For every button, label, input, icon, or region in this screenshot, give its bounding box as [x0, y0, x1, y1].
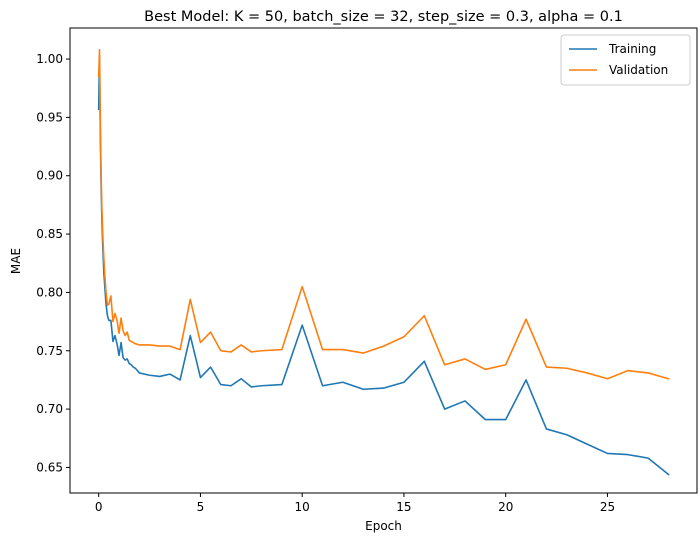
x-axis: 0 5 10 15 20 25 [95, 493, 615, 514]
y-tick-label: 0.95 [36, 110, 63, 124]
x-axis-label: Epoch [365, 519, 402, 533]
series-line-training [97, 54, 670, 476]
legend: Training Validation [560, 34, 691, 86]
plot-area [69, 27, 698, 494]
x-tick-label: 15 [396, 500, 411, 514]
legend-box [560, 34, 691, 86]
x-tick-label: 5 [197, 500, 205, 514]
y-tick-label: 0.85 [36, 227, 63, 241]
y-tick-label: 0.75 [36, 344, 63, 358]
y-tick-label: 1.00 [36, 52, 63, 66]
x-tick-label: 10 [295, 500, 310, 514]
y-axis: 0.65 0.70 0.75 0.80 0.85 0.90 0.95 1.00 [36, 52, 70, 474]
series-layer [97, 48, 670, 476]
y-tick-label: 0.65 [36, 460, 63, 474]
chart-title: Best Model: K = 50, batch_size = 32, ste… [144, 9, 623, 25]
series-line-validation [97, 48, 670, 380]
legend-label-training: Training [608, 42, 656, 56]
legend-label-validation: Validation [609, 63, 668, 77]
y-tick-label: 0.70 [36, 402, 63, 416]
plot-frame [69, 27, 698, 494]
y-tick-label: 0.90 [36, 169, 63, 183]
y-axis-label: MAE [9, 248, 23, 274]
x-tick-label: 0 [95, 500, 103, 514]
x-tick-label: 25 [600, 500, 615, 514]
x-tick-label: 20 [498, 500, 513, 514]
y-tick-label: 0.80 [36, 285, 63, 299]
